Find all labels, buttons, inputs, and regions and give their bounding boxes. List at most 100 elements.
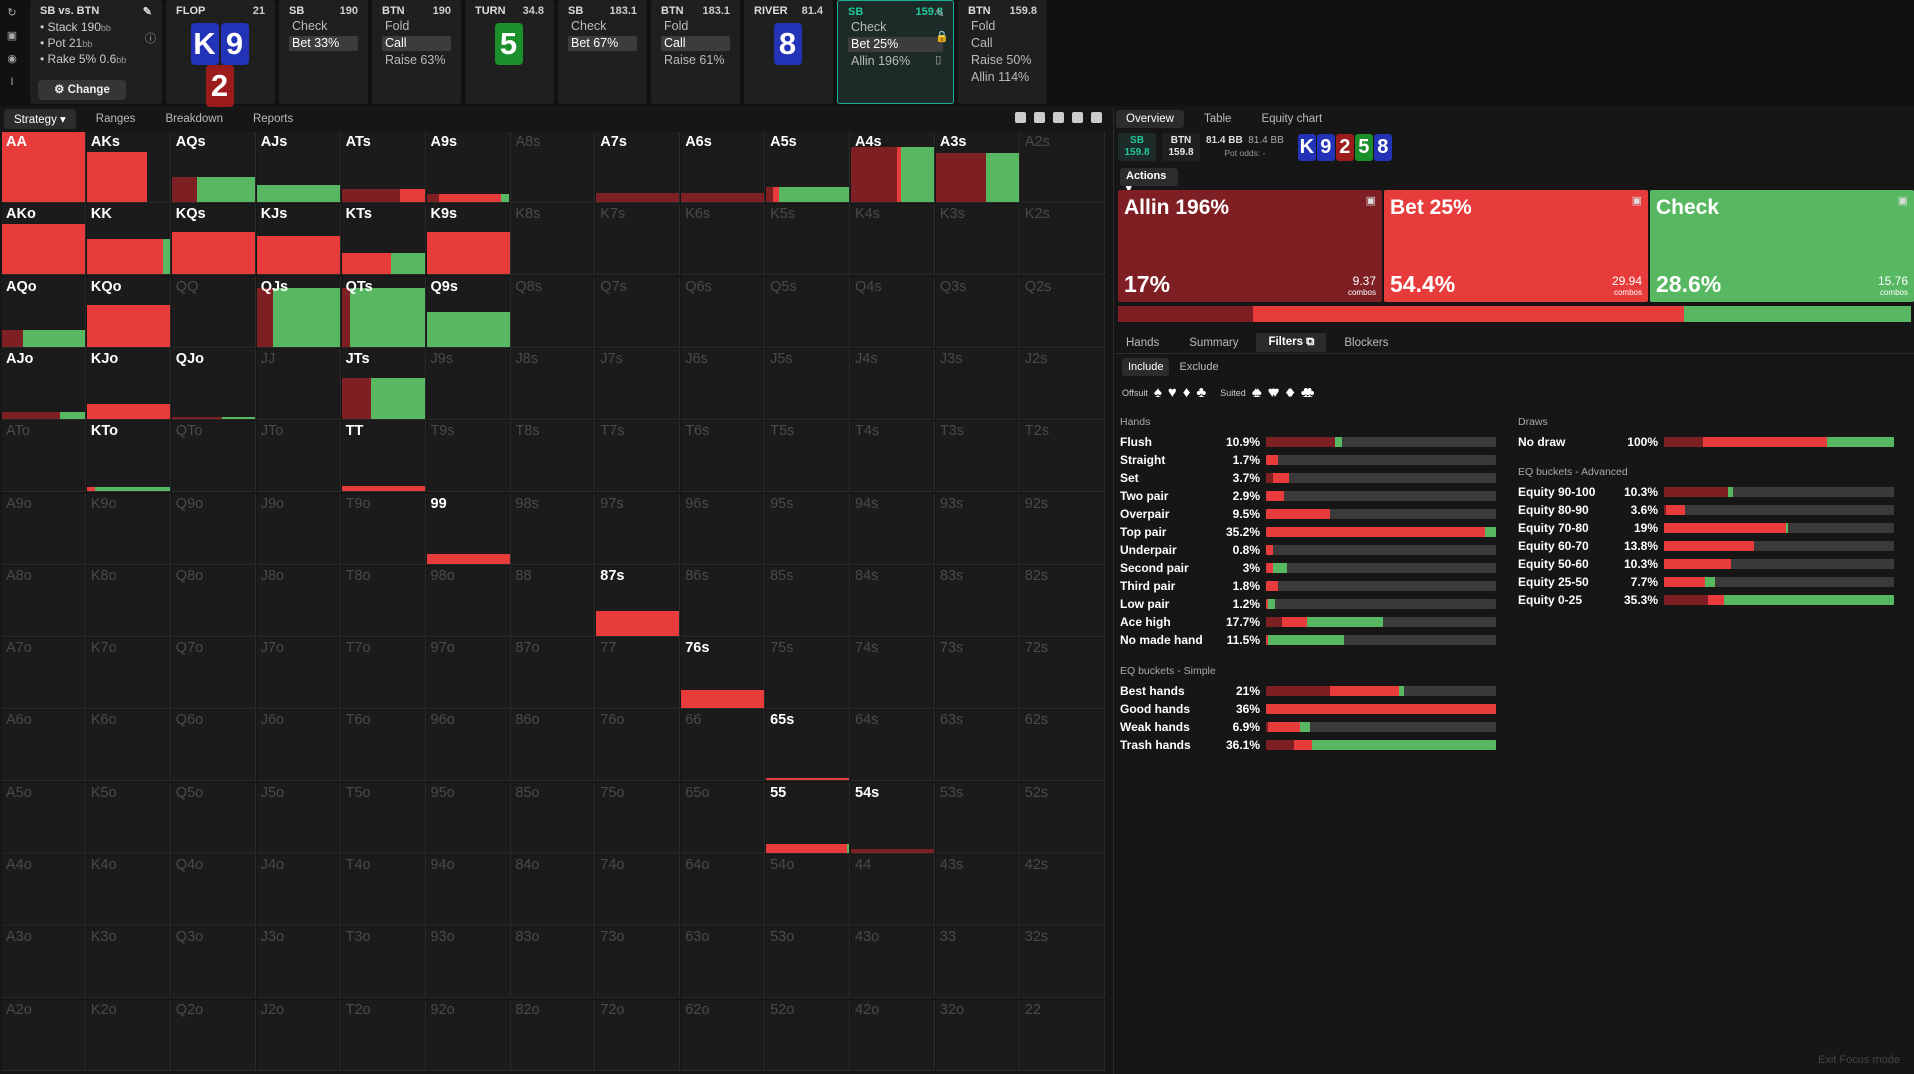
- step-action[interactable]: Bet 67%: [568, 36, 637, 51]
- suited-♠♠-icon[interactable]: ♠♠: [1251, 384, 1262, 401]
- eq-advanced-row[interactable]: Equity 90-100 10.3%: [1518, 484, 1894, 500]
- hand-cell[interactable]: Q8s: [511, 276, 596, 348]
- hand-cell[interactable]: AJo: [2, 348, 86, 420]
- hand-cell[interactable]: 99: [426, 493, 511, 565]
- view-mode-icon-2[interactable]: [1034, 112, 1045, 123]
- eq-simple-row[interactable]: Best hands 21%: [1120, 683, 1496, 699]
- hand-cell[interactable]: 72o: [596, 999, 681, 1071]
- hand-cell[interactable]: 93o: [426, 927, 511, 999]
- offsuit-♣-icon[interactable]: ♣: [1196, 384, 1207, 401]
- hand-cell[interactable]: T8o: [341, 565, 426, 637]
- hand-cell[interactable]: Q7s: [596, 276, 681, 348]
- pencil-icon[interactable]: ✎: [142, 6, 152, 18]
- hand-cell[interactable]: T7s: [596, 421, 681, 493]
- hand-cell[interactable]: 97o: [426, 638, 511, 710]
- hand-cell[interactable]: Q5s: [766, 276, 851, 348]
- hand-cell[interactable]: 73o: [596, 927, 681, 999]
- hand-cell[interactable]: AA: [2, 132, 86, 203]
- eq-advanced-row[interactable]: Equity 60-70 13.8%: [1518, 538, 1894, 554]
- hand-cell[interactable]: KQo: [86, 276, 171, 348]
- hand-cell[interactable]: J4o: [256, 855, 341, 926]
- hand-cell[interactable]: T3s: [935, 421, 1020, 493]
- hand-cell[interactable]: T2s: [1020, 421, 1105, 493]
- hand-cell[interactable]: 54s: [851, 782, 935, 854]
- hand-cell[interactable]: 87o: [511, 638, 596, 710]
- hand-cell[interactable]: 43o: [851, 927, 935, 999]
- step-btn2[interactable]: BTN 183.1 Fold Call Raise 61%: [651, 0, 740, 104]
- hand-cell[interactable]: 64s: [851, 710, 935, 782]
- action-bet[interactable]: Bet 25% 54.4% 29.94 combos ▣: [1384, 190, 1648, 302]
- hand-cell[interactable]: QJo: [171, 348, 256, 420]
- change-button[interactable]: ⚙ Change: [38, 80, 126, 100]
- hand-cell[interactable]: 86s: [681, 565, 766, 637]
- hand-cell[interactable]: A6s: [681, 132, 766, 203]
- hand-cell[interactable]: 88: [511, 565, 596, 637]
- hand-cell[interactable]: 82o: [511, 999, 596, 1071]
- offsuit-♦-icon[interactable]: ♦: [1182, 384, 1191, 401]
- hand-cell[interactable]: 77: [596, 638, 681, 710]
- hand-cell[interactable]: A7s: [596, 132, 681, 203]
- hand-cell[interactable]: 87s: [596, 565, 681, 637]
- hand-cell[interactable]: 93s: [935, 493, 1020, 565]
- hand-cell[interactable]: 63s: [935, 710, 1020, 782]
- hand-cell[interactable]: Q7o: [171, 638, 256, 710]
- hand-cell[interactable]: A2o: [2, 999, 86, 1071]
- hand-category-row[interactable]: Third pair 1.8%: [1120, 578, 1496, 594]
- hand-cell[interactable]: J5o: [256, 782, 341, 854]
- suited-♥♥-icon[interactable]: ♥♥: [1267, 384, 1280, 401]
- hand-cell[interactable]: J7s: [596, 348, 681, 420]
- hand-cell[interactable]: 84s: [851, 565, 935, 637]
- tab-summary[interactable]: Summary: [1189, 336, 1239, 349]
- hand-cell[interactable]: Q4o: [171, 855, 256, 926]
- eq-advanced-row[interactable]: Equity 0-25 35.3%: [1518, 592, 1894, 608]
- hand-cell[interactable]: J9o: [256, 493, 341, 565]
- toggle-include[interactable]: Include: [1122, 358, 1170, 376]
- step-sb2[interactable]: SB 183.1 Check Bet 67%: [558, 0, 647, 104]
- suited-♦♦-icon[interactable]: ♦♦: [1285, 384, 1296, 401]
- hand-cell[interactable]: K6s: [681, 204, 766, 276]
- hand-cell[interactable]: Q6o: [171, 710, 256, 782]
- tab-hands[interactable]: Hands: [1126, 336, 1160, 349]
- hand-cell[interactable]: JTo: [256, 421, 341, 493]
- hand-cell[interactable]: KK: [86, 204, 171, 276]
- hand-cell[interactable]: Q4s: [851, 276, 935, 348]
- hand-cell[interactable]: K2o: [86, 999, 171, 1071]
- hand-cell[interactable]: KTs: [341, 204, 426, 276]
- hand-cell[interactable]: K9s: [426, 204, 511, 276]
- hand-cell[interactable]: T4s: [851, 421, 935, 493]
- hand-cell[interactable]: 95o: [426, 782, 511, 854]
- hand-cell[interactable]: 85o: [511, 782, 596, 854]
- tab-table[interactable]: Table: [1203, 113, 1232, 125]
- hand-cell[interactable]: AQs: [171, 132, 256, 203]
- hand-cell[interactable]: AQo: [2, 276, 86, 348]
- action-check[interactable]: Check 28.6% 15.76 combos ▣: [1650, 190, 1914, 302]
- hand-cell[interactable]: A3o: [2, 927, 86, 999]
- step-action[interactable]: Call: [661, 36, 730, 51]
- hand-cell[interactable]: K7o: [86, 638, 171, 710]
- refresh-icon[interactable]: ↻: [7, 7, 17, 19]
- hand-cell[interactable]: 74s: [851, 638, 935, 710]
- hand-cell[interactable]: 53s: [935, 782, 1020, 854]
- step-action[interactable]: Call: [971, 36, 993, 50]
- tab-blockers[interactable]: Blockers: [1344, 336, 1389, 349]
- hand-cell[interactable]: A4s: [851, 132, 935, 203]
- hand-cell[interactable]: 75o: [596, 782, 681, 854]
- eq-simple-row[interactable]: Trash hands 36.1%: [1120, 737, 1496, 753]
- step-sb1[interactable]: SB 190 Check Bet 33%: [279, 0, 368, 104]
- hand-cell[interactable]: A5o: [2, 782, 86, 854]
- hand-category-row[interactable]: Flush 10.9%: [1120, 434, 1496, 450]
- hand-cell[interactable]: A8s: [511, 132, 596, 203]
- hand-cell[interactable]: 55: [766, 782, 851, 854]
- step-action[interactable]: Call: [382, 36, 451, 51]
- hand-cell[interactable]: 72s: [1020, 638, 1105, 710]
- step-action[interactable]: Check: [292, 19, 328, 33]
- hand-cell[interactable]: 43s: [935, 855, 1020, 926]
- hand-cell[interactable]: J6s: [681, 348, 766, 420]
- hand-cell[interactable]: K8s: [511, 204, 596, 276]
- panel-icon[interactable]: ▯: [935, 54, 942, 66]
- step-action[interactable]: Raise 50%: [971, 53, 1032, 67]
- hand-cell[interactable]: Q9s: [426, 276, 511, 348]
- view-mode-icon-4[interactable]: [1072, 112, 1083, 123]
- hand-category-row[interactable]: Set 3.7%: [1120, 470, 1496, 486]
- hand-cell[interactable]: 98s: [511, 493, 596, 565]
